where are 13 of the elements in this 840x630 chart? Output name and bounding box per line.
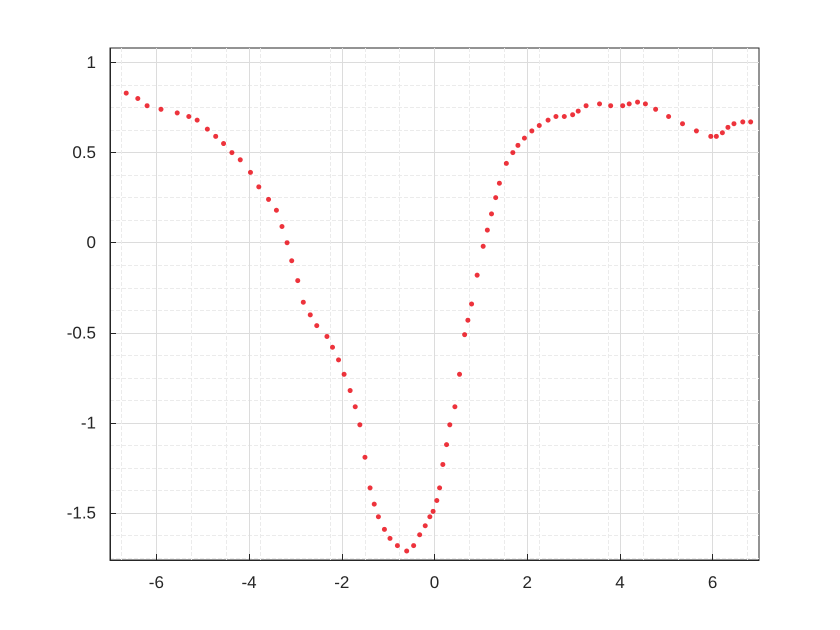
y-tick-label: -0.5: [66, 323, 96, 342]
x-tick-label: -4: [242, 573, 257, 592]
x-tick-label: 4: [615, 573, 625, 592]
y-tick-label: -1.5: [66, 504, 96, 523]
y-tick-label: 1: [86, 52, 96, 72]
x-tick-label: 0: [430, 573, 440, 592]
y-tick-label: 0: [86, 233, 96, 252]
y-tick-label: 0.5: [72, 143, 96, 162]
x-tick-label: 6: [708, 573, 718, 592]
x-tick-label: -6: [148, 573, 164, 592]
x-tick-label: -2: [334, 573, 350, 592]
x-tick-label: 2: [522, 573, 532, 592]
y-tick-label: -1: [80, 413, 96, 432]
